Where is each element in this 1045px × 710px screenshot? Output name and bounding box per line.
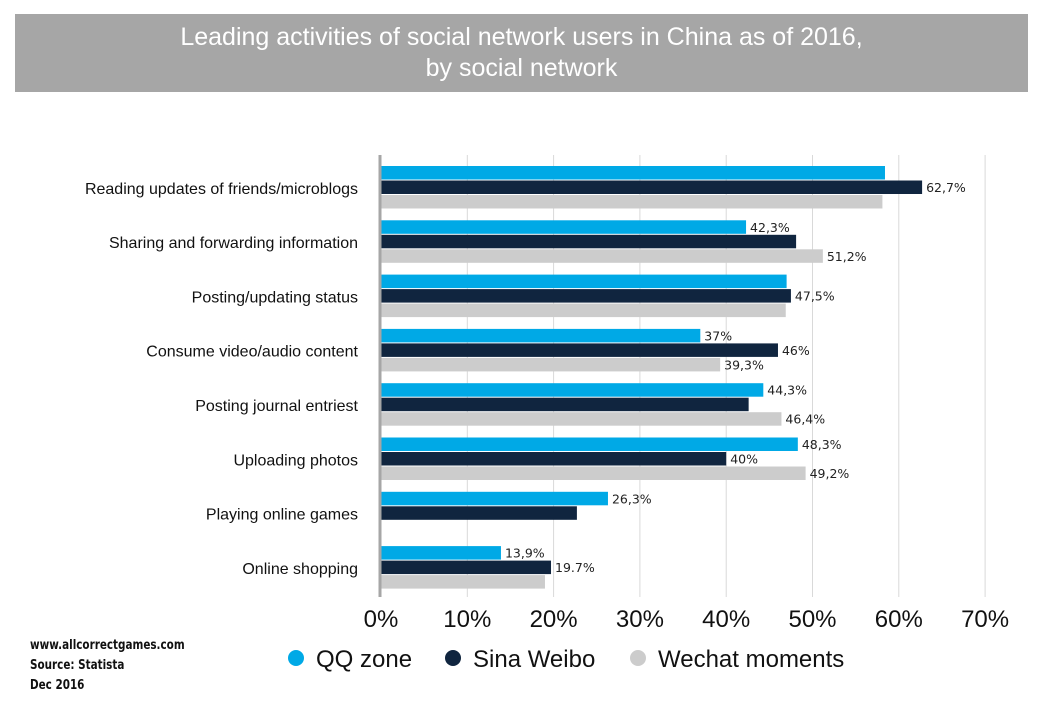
- x-tick-label: 20%: [530, 606, 578, 633]
- x-tick-label: 10%: [443, 606, 491, 633]
- bar: [381, 437, 798, 451]
- bar: [381, 303, 786, 318]
- bar: [381, 234, 797, 249]
- bar: [381, 220, 747, 234]
- legend-label: QQ zone: [316, 646, 412, 673]
- data-label: 26,3%: [612, 491, 652, 506]
- data-label: 37%: [704, 328, 732, 343]
- category-label: Playing online games: [206, 507, 358, 524]
- x-tick-label: 60%: [875, 606, 923, 633]
- footer-source: Source: Statista: [30, 658, 125, 673]
- bar: [381, 466, 806, 480]
- bar: [381, 397, 749, 412]
- bar: [381, 506, 577, 520]
- bar: [381, 452, 727, 466]
- category-label: Posting journal entriest: [195, 398, 358, 415]
- bar: [381, 166, 885, 180]
- legend-label: Sina Weibo: [473, 646, 595, 673]
- data-label: 42,3%: [750, 220, 790, 235]
- bar: [381, 357, 721, 372]
- data-label: 49,2%: [810, 466, 850, 481]
- bar: [381, 249, 823, 263]
- bar: [381, 274, 787, 289]
- chart-title: Leading activities of social network use…: [180, 23, 863, 82]
- footer-website: www.allcorrectgames.com: [30, 638, 185, 653]
- x-tick-label: 50%: [788, 606, 836, 633]
- legend-marker: [288, 650, 304, 666]
- category-label: Uploading photos: [233, 452, 358, 469]
- legend-label: Wechat moments: [658, 646, 844, 673]
- bar: [381, 195, 883, 209]
- bar: [381, 546, 501, 560]
- data-label: 48,3%: [802, 437, 842, 452]
- bar: [381, 412, 782, 426]
- data-label: 46,4%: [785, 412, 825, 427]
- data-label: 62,7%: [926, 180, 966, 195]
- data-label: 13,9%: [505, 546, 545, 561]
- bar: [381, 180, 923, 194]
- data-label: 44,3%: [767, 383, 807, 398]
- bar: [381, 491, 608, 506]
- footer: www.allcorrectgames.com Source: Statista…: [30, 636, 185, 696]
- data-label: 46%: [782, 343, 810, 358]
- x-tick-label: 0%: [364, 606, 399, 633]
- title-bar: Leading activities of social network use…: [15, 14, 1028, 92]
- data-label: 47,5%: [795, 289, 835, 304]
- category-label: Reading updates of friends/microblogs: [85, 181, 358, 198]
- bar: [381, 383, 764, 397]
- bar: [381, 343, 778, 357]
- legend-marker: [445, 650, 461, 666]
- bar: [381, 328, 701, 343]
- x-tick-label: 70%: [961, 606, 1009, 633]
- category-label: Sharing and forwarding information: [109, 235, 358, 252]
- category-label: Online shopping: [242, 561, 358, 578]
- category-label: Posting/updating status: [192, 289, 358, 306]
- x-tick-label: 40%: [702, 606, 750, 633]
- x-tick-label: 30%: [616, 606, 664, 633]
- footer-date: Dec 2016: [30, 678, 85, 693]
- data-label: 51,2%: [827, 249, 867, 264]
- data-label: 40%: [730, 452, 758, 467]
- legend-marker: [630, 650, 646, 666]
- data-label: 19.7%: [555, 560, 595, 575]
- bar: [381, 289, 791, 303]
- category-label: Consume video/audio content: [146, 344, 358, 361]
- data-label: 39,3%: [724, 357, 764, 372]
- bar: [381, 560, 552, 575]
- bar: [381, 575, 545, 589]
